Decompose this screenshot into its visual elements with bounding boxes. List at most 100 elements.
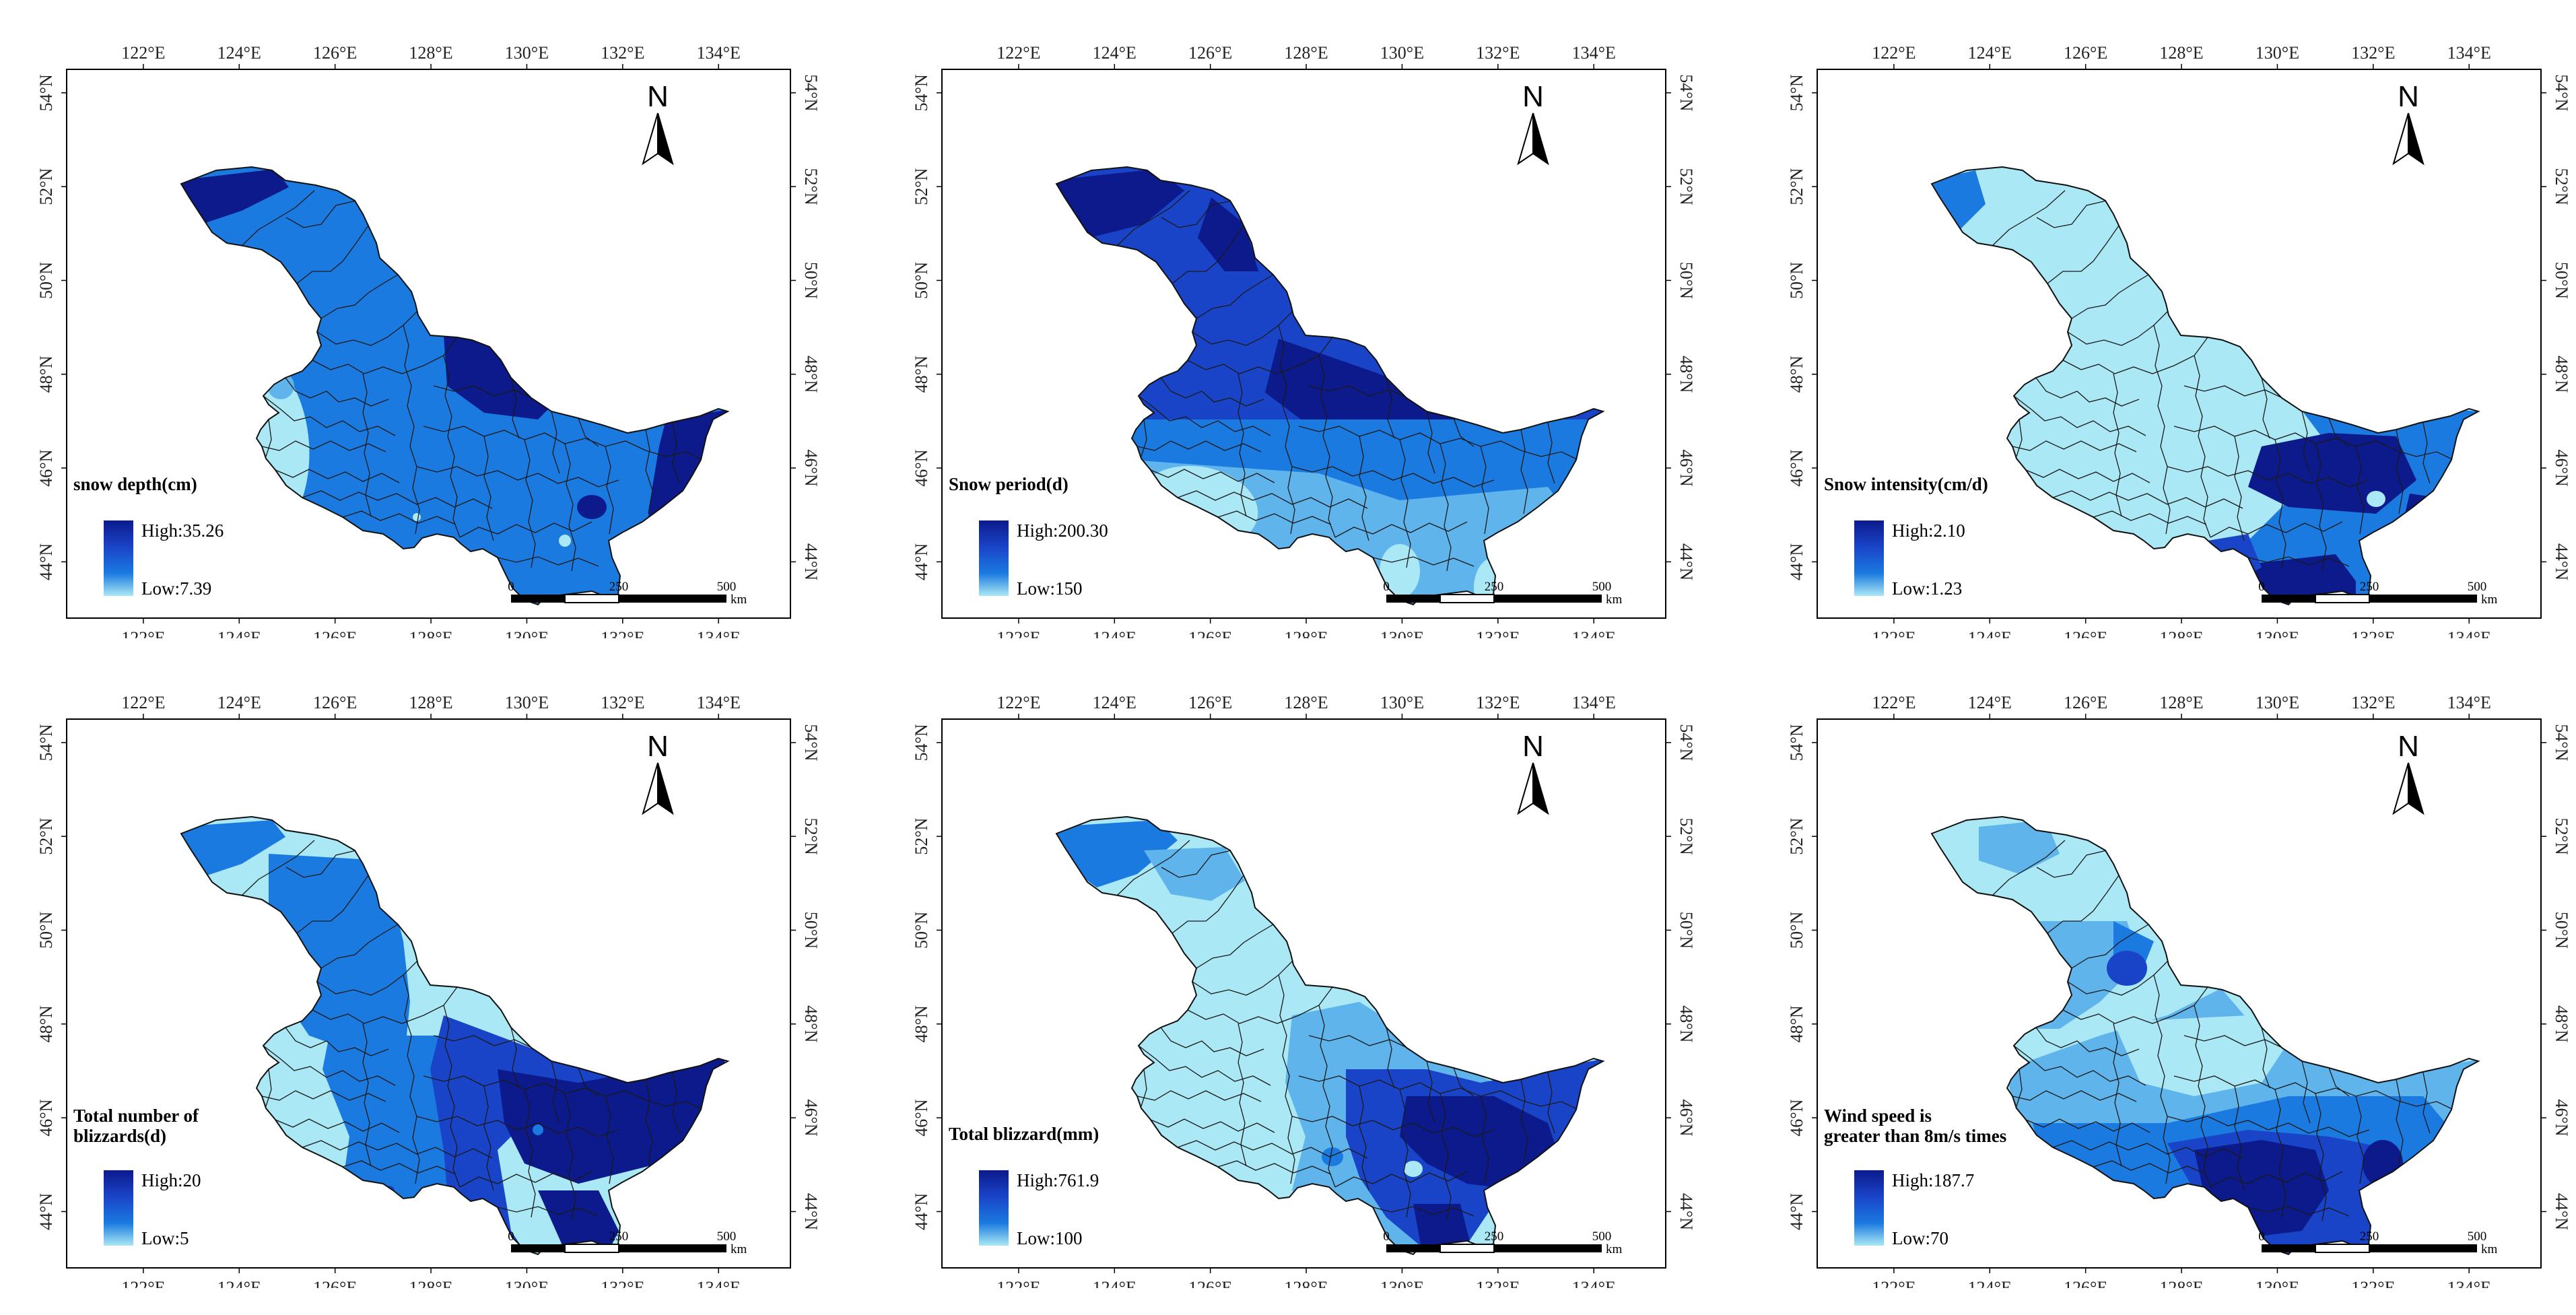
lon-tick-label-bottom: 134°E [697, 628, 741, 638]
lat-tick-label-right: 52°N [801, 168, 821, 205]
scale-label: 0 [1383, 1229, 1390, 1244]
county-boundary [645, 450, 704, 461]
lat-tick-label-left: 50°N [36, 262, 56, 299]
lat-tick-label-left: 46°N [912, 449, 931, 486]
scale-unit: km [731, 593, 747, 607]
county-boundary [645, 1100, 704, 1110]
scale-label: 500 [2468, 1229, 2487, 1244]
lat-tick-label-left: 54°N [1787, 724, 1806, 761]
county-boundary [672, 422, 680, 484]
county-boundary [2013, 1045, 2146, 1086]
county-boundary [1217, 1160, 1332, 1175]
lon-tick-label-top: 134°E [1572, 43, 1616, 63]
county-boundary [564, 1093, 576, 1221]
county-boundary [1137, 440, 1262, 452]
value-zone [413, 513, 421, 521]
lon-tick-label-top: 132°E [601, 693, 644, 712]
county-boundary [524, 439, 536, 568]
legend: snow depth(cm) High:35.26 Low:7.39 [73, 474, 224, 599]
legend-low-label: Low:100 [1017, 1228, 1083, 1248]
county-boundary [1372, 1206, 1475, 1217]
scale-unit: km [1606, 593, 1623, 607]
county-boundary [2173, 1075, 2397, 1101]
county-boundary [302, 490, 493, 509]
lon-tick-label-bottom: 126°E [2064, 1278, 2107, 1288]
county-boundary [443, 355, 461, 538]
county-boundary [2315, 1093, 2327, 1221]
county-boundary [2396, 450, 2454, 461]
lat-tick-label-right: 50°N [1676, 912, 1696, 949]
lon-tick-label-top: 130°E [2256, 43, 2299, 63]
county-boundary [1520, 450, 1579, 461]
lat-tick-label-right: 52°N [2552, 168, 2571, 205]
legend-high-label: High:35.26 [141, 520, 224, 541]
value-zone [1979, 820, 2060, 874]
lon-tick-label-top: 124°E [1093, 693, 1137, 712]
lat-tick-label-right: 48°N [2552, 1005, 2571, 1042]
lat-tick-label-right: 50°N [2552, 262, 2571, 299]
legend-color-ramp [1854, 520, 1884, 596]
lat-tick-label-right: 44°N [1676, 1193, 1696, 1230]
county-boundary [1278, 974, 1295, 1184]
county-boundary [320, 274, 399, 319]
lat-tick-label-left: 52°N [36, 168, 56, 205]
lat-tick-label-right: 46°N [801, 450, 821, 487]
county-boundary [1480, 1095, 1489, 1184]
county-boundary [2274, 439, 2286, 568]
north-label: N [1522, 80, 1544, 113]
county-boundary [2071, 274, 2149, 319]
lat-tick-label-left: 54°N [1787, 74, 1806, 111]
county-boundary [285, 1027, 389, 1056]
county-boundary [645, 429, 653, 514]
county-boundary [2422, 1072, 2431, 1134]
county-boundary [1196, 924, 1274, 969]
county-boundary [1161, 200, 1232, 228]
scale-label: 500 [2468, 580, 2487, 594]
county-boundary [1992, 190, 2066, 246]
county-boundary [2355, 1095, 2365, 1184]
county-boundary [2016, 419, 2023, 457]
lat-tick-label-left: 48°N [1787, 356, 1806, 393]
county-boundary [1298, 426, 1522, 451]
county-boundary [1187, 337, 1333, 374]
lon-tick-label-top: 132°E [1476, 43, 1520, 63]
lon-tick-label-top: 124°E [217, 43, 261, 63]
lon-tick-label-top: 126°E [2064, 693, 2107, 712]
lat-tick-label-right: 54°N [1676, 74, 1696, 111]
value-zone [2194, 393, 2478, 605]
lon-tick-label-bottom: 124°E [217, 628, 261, 638]
lon-tick-label-bottom: 122°E [121, 1278, 165, 1288]
county-boundary [2396, 429, 2404, 514]
lat-tick-label-left: 48°N [36, 356, 56, 393]
lon-tick-label-top: 124°E [217, 693, 261, 712]
lat-tick-label-left: 54°N [912, 724, 931, 761]
lat-tick-label-right: 44°N [801, 543, 821, 580]
county-boundary [2328, 417, 2350, 447]
north-label: N [647, 730, 669, 763]
county-boundary [1318, 1005, 1336, 1188]
county-boundary [2194, 1005, 2211, 1188]
county-boundary [2052, 1140, 2243, 1159]
county-boundary [2422, 422, 2431, 484]
scale-label: 0 [508, 1229, 514, 1244]
county-boundary [605, 1095, 614, 1184]
map-svg-snow-period: 122°E 122°E 124°E 124°E 126°E 126°E 128°E 128°E… [912, 43, 1696, 638]
lon-tick-label-bottom: 126°E [1188, 1278, 1232, 1288]
value-zone [1056, 820, 1178, 887]
lat-tick-label-left: 44°N [912, 543, 931, 580]
lon-tick-label-bottom: 134°E [1572, 628, 1616, 638]
county-boundary [362, 373, 372, 517]
lat-tick-label-right: 48°N [801, 1005, 821, 1042]
lat-tick-label-right: 44°N [1676, 543, 1696, 580]
value-zone [538, 1190, 619, 1254]
lat-tick-label-left: 48°N [912, 1005, 931, 1042]
county-boundary [1291, 1116, 1495, 1137]
legend-title: Total blizzard(mm) [949, 1124, 1099, 1144]
county-boundary [1138, 1045, 1271, 1086]
map-panel-snow-intensity: 122°E 122°E 124°E 124°E 126°E 126°E 128°E 128°E… [1760, 5, 2576, 638]
lon-tick-label-bottom: 132°E [601, 1278, 644, 1288]
county-boundary [2173, 426, 2397, 451]
legend: Snow intensity(cm/d) High:2.10 Low:1.23 [1824, 474, 1988, 599]
county-boundary [605, 446, 614, 535]
county-boundary [2093, 510, 2207, 525]
